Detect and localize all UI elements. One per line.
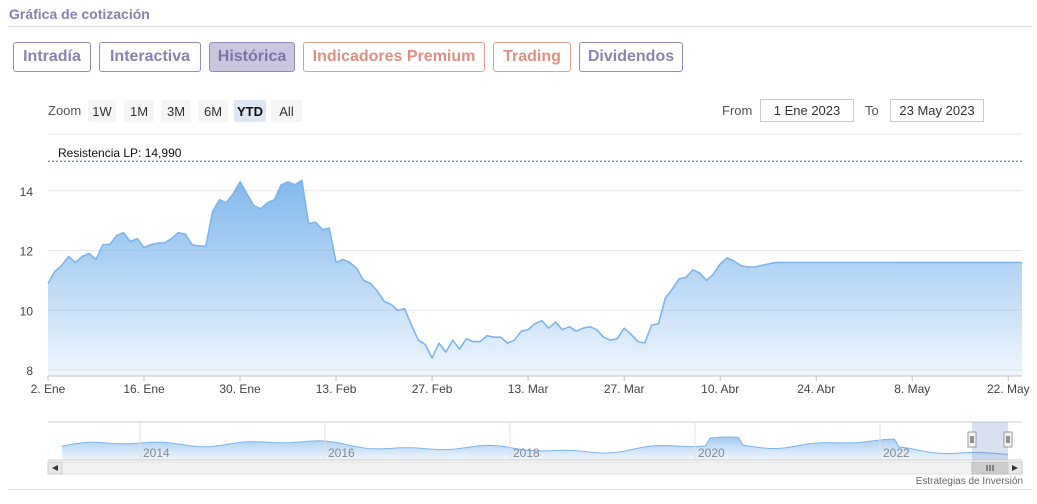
chevron-right-icon xyxy=(1012,465,1018,471)
tab-historica[interactable]: Histórica xyxy=(209,42,295,72)
x-tick-label: 8. May xyxy=(894,382,930,396)
range-to-input[interactable]: 23 May 2023 xyxy=(890,99,984,122)
resistance-label: Resistencia LP: 14,990 xyxy=(58,146,182,160)
tab-trading[interactable]: Trading xyxy=(493,42,571,72)
chevron-left-icon xyxy=(52,465,58,471)
section-title: Gráfica de cotización xyxy=(9,6,150,22)
navigator-series-area xyxy=(62,437,1008,460)
x-tick-label: 16. Ene xyxy=(123,382,165,396)
zoom-ytd-button[interactable]: YTD xyxy=(234,100,266,122)
tab-intradia[interactable]: Intradía xyxy=(13,42,91,72)
zoom-1m-button[interactable]: 1M xyxy=(124,100,154,122)
x-tick-label: 13. Feb xyxy=(316,382,357,396)
navigator-right-handle[interactable] xyxy=(1003,431,1013,448)
handle-body xyxy=(1003,431,1013,448)
zoom-1w-button[interactable]: 1W xyxy=(88,100,116,122)
range-from-label: From xyxy=(722,103,753,118)
title-divider xyxy=(8,26,1032,27)
navigator-year-label: 2014 xyxy=(143,446,170,460)
handle-body xyxy=(967,431,977,448)
x-tick-label: 2. Ene xyxy=(31,382,66,396)
zoom-3m-button[interactable]: 3M xyxy=(161,100,191,122)
x-tick-label: 24. Abr xyxy=(797,382,835,396)
series-area xyxy=(48,180,1022,376)
navigator-series-line xyxy=(61,436,1009,455)
tab-dividendos[interactable]: Dividendos xyxy=(579,42,683,72)
navigator-left-handle[interactable] xyxy=(967,431,977,448)
y-tick-label: 12 xyxy=(20,245,34,259)
tab-interactiva[interactable]: Interactiva xyxy=(99,42,201,72)
x-tick-label: 22. May xyxy=(987,382,1030,396)
navigator-year-label: 2016 xyxy=(328,446,355,460)
zoom-label: Zoom xyxy=(48,103,82,118)
scrollbar-track[interactable] xyxy=(47,461,1023,475)
navigator-year-label: 2020 xyxy=(698,446,725,460)
x-tick-label: 10. Abr xyxy=(701,382,739,396)
zoom-6m-button[interactable]: 6M xyxy=(198,100,228,122)
x-tick-label: 30. Ene xyxy=(219,382,261,396)
x-tick-label: 13. Mar xyxy=(508,382,549,396)
navigator-year-label: 2022 xyxy=(883,446,910,460)
y-tick-label: 10 xyxy=(20,304,34,318)
range-to-label: To xyxy=(865,103,879,118)
range-from-input[interactable]: 1 Ene 2023 xyxy=(760,99,854,122)
tab-indicadores-premium[interactable]: Indicadores Premium xyxy=(303,42,485,72)
y-tick-label: 14 xyxy=(20,185,34,199)
y-tick-label: 8 xyxy=(26,364,33,378)
x-tick-label: 27. Feb xyxy=(412,382,453,396)
scroll-left-arrow[interactable] xyxy=(47,461,63,475)
watermark-credit: Estrategias de Inversión xyxy=(915,476,1023,487)
zoom-all-button[interactable]: All xyxy=(271,100,302,122)
x-tick-label: 27. Mar xyxy=(604,382,645,396)
bottom-divider xyxy=(8,489,1032,490)
navigator-selection xyxy=(972,422,1008,460)
scroll-right-arrow[interactable] xyxy=(1007,461,1023,475)
series-line xyxy=(47,179,1022,359)
navigator-year-label: 2018 xyxy=(513,446,540,460)
